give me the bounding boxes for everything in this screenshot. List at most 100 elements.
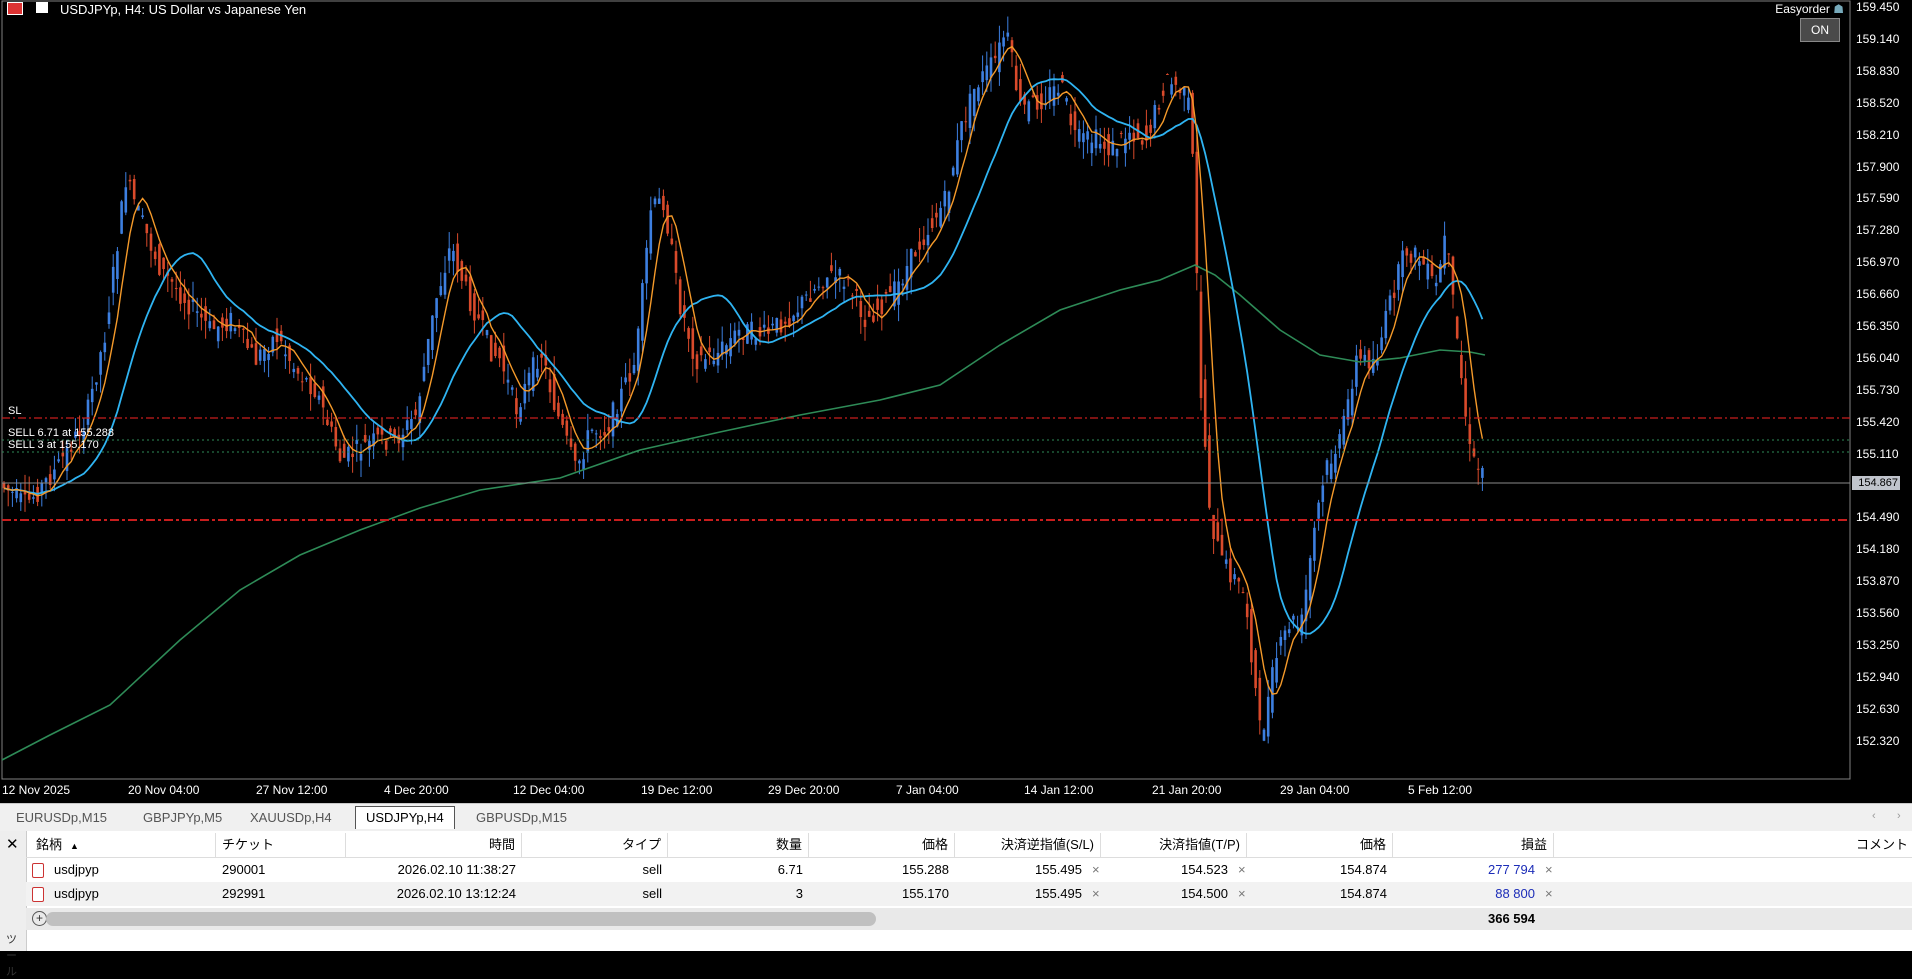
close-position-icon[interactable]: ×	[1545, 862, 1553, 877]
close-position-icon[interactable]: ×	[1545, 886, 1553, 901]
tab-eurusd[interactable]: EURUSDp,M15	[16, 810, 108, 825]
candle-body	[1002, 37, 1005, 47]
col-ticket[interactable]: チケット	[216, 833, 346, 857]
candle-body	[221, 317, 224, 328]
candle-body	[1287, 629, 1291, 634]
candle-body	[1342, 415, 1346, 445]
add-icon[interactable]: +	[32, 911, 47, 926]
candle-body	[548, 379, 552, 393]
price-tick-label: 158.830	[1856, 63, 1900, 78]
tab-scroll-left-icon[interactable]: ‹	[1872, 810, 1876, 822]
candle-body	[1292, 615, 1295, 620]
candle-body	[796, 312, 800, 317]
candle-body	[1325, 460, 1329, 475]
candle-body	[6, 485, 10, 491]
candle-body	[137, 205, 140, 211]
candle-body	[863, 319, 867, 327]
candle-body	[666, 204, 669, 234]
close-icon[interactable]: ✕	[6, 836, 19, 853]
candle-body	[309, 377, 312, 395]
candle-body	[82, 431, 86, 443]
sl-clear-icon[interactable]: ×	[1092, 886, 1100, 901]
candle-body	[389, 428, 392, 433]
candle-body	[439, 286, 443, 296]
window-menu-icon[interactable]	[7, 2, 23, 15]
price-tick-label: 155.110	[1856, 446, 1899, 461]
candle-body	[851, 295, 854, 297]
candle-body	[1224, 559, 1228, 564]
candle-body	[552, 374, 556, 410]
cell-current: 154.874	[1340, 862, 1387, 877]
price-tick-label: 154.490	[1856, 510, 1900, 525]
candle-body	[128, 179, 132, 182]
candle-body	[485, 330, 489, 336]
candle-body	[1098, 143, 1102, 149]
col-type[interactable]: タイプ	[522, 833, 668, 857]
candle-body	[1359, 349, 1362, 359]
candle-body	[1149, 124, 1152, 133]
col-volume[interactable]: 数量	[668, 833, 809, 857]
candle-body	[376, 427, 380, 435]
tab-gbpjpy[interactable]: GBPJPYp,M5	[143, 810, 223, 825]
col-time[interactable]: 時間	[346, 833, 522, 857]
candle-body	[951, 167, 955, 176]
chart-canvas[interactable]	[0, 0, 1912, 803]
tp-clear-icon[interactable]: ×	[1238, 886, 1246, 901]
candle-body	[1451, 256, 1455, 295]
candle-body	[267, 353, 270, 361]
order-icon	[32, 887, 44, 902]
candle-body	[1460, 354, 1463, 379]
col-tp[interactable]: 決済指値(T/P)	[1101, 833, 1247, 857]
candle-body	[1195, 151, 1199, 274]
col-symbol[interactable]: 銘柄 ▲	[26, 833, 216, 857]
tab-scroll-right-icon[interactable]: ›	[1897, 810, 1901, 822]
price-tick-label: 157.280	[1856, 223, 1900, 238]
candle-body	[1376, 359, 1379, 366]
candle-body	[162, 257, 165, 270]
candle-body	[1443, 235, 1446, 269]
candle-body	[939, 207, 942, 227]
tab-xauusd[interactable]: XAUUSDp,H4	[250, 810, 332, 825]
col-current-price[interactable]: 価格	[1247, 833, 1393, 857]
chart-type-icon[interactable]	[36, 2, 48, 13]
table-row[interactable]: usdjpyp 290001 2026.02.10 11:38:27 sell …	[26, 858, 1912, 882]
candle-body	[1313, 527, 1316, 561]
col-comment[interactable]: コメント	[1855, 837, 1908, 852]
candle-body	[737, 329, 741, 336]
candle-body	[1132, 132, 1136, 142]
cell-profit: 88 800	[1495, 886, 1535, 901]
candle-body	[200, 313, 203, 318]
candle-body	[1031, 95, 1035, 98]
price-tick-label: 157.590	[1856, 191, 1900, 206]
candle-body	[1413, 247, 1417, 258]
sell-label-1: SELL 6.71 at 155.288	[8, 427, 115, 439]
candle-body	[1430, 264, 1434, 277]
candle-body	[586, 430, 590, 453]
tab-usdjpy[interactable]: USDJPYp,H4	[355, 806, 455, 829]
summary-row: + 366 594	[26, 908, 1912, 930]
price-tick-label: 156.350	[1856, 319, 1900, 333]
candle-body	[1258, 677, 1262, 721]
candle-body	[888, 286, 892, 293]
col-profit[interactable]: 損益	[1393, 833, 1554, 857]
candle-body	[426, 338, 430, 365]
moving-average-fast	[3, 45, 1484, 695]
tab-gbpusd[interactable]: GBPUSDp,M15	[476, 810, 568, 825]
candle-body	[909, 248, 913, 278]
horizontal-scrollbar[interactable]	[46, 912, 876, 926]
on-toggle-button[interactable]: ON	[1800, 18, 1840, 42]
table-row[interactable]: usdjpyp 292991 2026.02.10 13:12:24 sell …	[26, 882, 1912, 906]
sl-clear-icon[interactable]: ×	[1092, 862, 1100, 877]
total-profit: 366 594	[1488, 911, 1535, 926]
candle-body	[111, 266, 115, 293]
price-chart[interactable]: USDJPYp, H4: US Dollar vs Japanese Yen E…	[0, 0, 1912, 803]
col-sl[interactable]: 決済逆指値(S/L)	[955, 833, 1101, 857]
candle-body	[86, 399, 90, 425]
candle-body	[74, 431, 77, 438]
cell-symbol: usdjpyp	[54, 862, 99, 877]
candle-body	[813, 288, 816, 291]
tp-clear-icon[interactable]: ×	[1238, 862, 1246, 877]
candle-body	[594, 433, 598, 435]
candle-body	[435, 298, 438, 318]
col-price[interactable]: 価格	[809, 833, 955, 857]
